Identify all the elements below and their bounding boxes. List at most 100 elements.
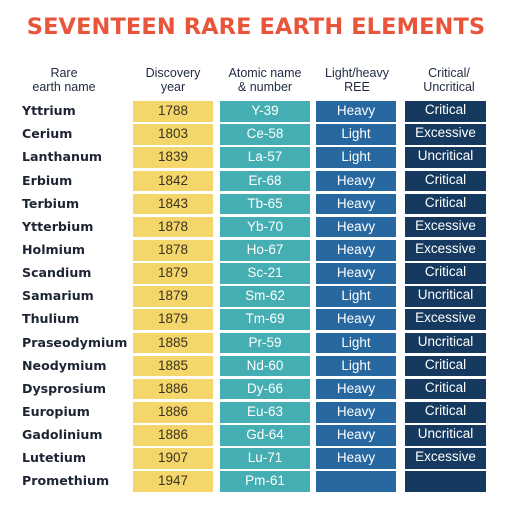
critical-status: Excessive: [405, 124, 486, 145]
critical-status: Excessive: [405, 240, 486, 261]
discovery-year: 1907: [133, 448, 213, 469]
table-row: Terbium 1843 Tb-65 Heavy Critical: [0, 193, 512, 216]
element-name: Lanthanum: [22, 149, 103, 165]
atomic-name-number: Yb-70: [220, 216, 310, 238]
table-row: Lanthanum 1839 La-57 Light Uncritical: [0, 146, 512, 169]
light-heavy: Heavy: [316, 193, 396, 215]
page-title: SEVENTEEN RARE EARTH ELEMENTS: [26, 14, 486, 40]
table-row: Dysprosium 1886 Dy-66 Heavy Critical: [0, 378, 512, 401]
critical-status: Critical: [405, 378, 486, 400]
element-name: Cerium: [22, 126, 73, 142]
discovery-year: 1842: [133, 170, 213, 192]
discovery-year: 1878: [133, 216, 213, 238]
critical-status: Critical: [405, 263, 486, 284]
light-heavy: Heavy: [316, 378, 396, 400]
atomic-name-number: Sm-62: [220, 286, 310, 307]
atomic-name-number: Eu-63: [220, 402, 310, 423]
light-heavy: Heavy: [316, 240, 396, 261]
table-row: Gadolinium 1886 Gd-64 Heavy Uncritical: [0, 424, 512, 447]
atomic-name-number: Er-68: [220, 170, 310, 192]
light-heavy: Light: [316, 332, 396, 354]
critical-status: Uncritical: [405, 332, 486, 354]
discovery-year: 1886: [133, 378, 213, 400]
table-row: Praseodymium 1885 Pr-59 Light Uncritical: [0, 331, 512, 354]
discovery-year: 1879: [133, 263, 213, 284]
header-crit-line1: Critical/: [428, 66, 470, 80]
atomic-name-number: Lu-71: [220, 448, 310, 469]
discovery-year: 1885: [133, 355, 213, 377]
light-heavy: Heavy: [316, 170, 396, 192]
light-heavy: Light: [316, 147, 396, 168]
light-heavy: Light: [316, 286, 396, 307]
table-row: Holmium 1878 Ho-67 Heavy Excessive: [0, 239, 512, 262]
element-name: Yttrium: [22, 103, 76, 119]
header-name-line1: Rare: [50, 66, 78, 80]
element-name: Neodymium: [22, 357, 107, 373]
table-row: Promethium 1947 Pm-61: [0, 470, 512, 493]
atomic-name-number: Ce-58: [220, 124, 310, 145]
critical-status: Critical: [405, 402, 486, 423]
header-discovery-year: Discovery year: [133, 62, 213, 98]
light-heavy: Heavy: [316, 448, 396, 469]
critical-status: Critical: [405, 170, 486, 192]
critical-status: Critical: [405, 355, 486, 377]
header-rare-earth-name: Rare earth name: [14, 62, 114, 98]
atomic-name-number: Nd-60: [220, 355, 310, 377]
discovery-year: 1878: [133, 240, 213, 261]
element-name: Promethium: [22, 473, 110, 489]
element-name: Ytterbium: [22, 218, 94, 234]
critical-status: Excessive: [405, 448, 486, 469]
light-heavy: Heavy: [316, 425, 396, 446]
element-name: Praseodymium: [22, 334, 128, 350]
header-year-line1: Discovery: [145, 66, 201, 80]
atomic-name-number: Pr-59: [220, 332, 310, 354]
element-name: Scandium: [22, 265, 92, 281]
table-row: Neodymium 1885 Nd-60 Light Critical: [0, 355, 512, 378]
atomic-name-number: La-57: [220, 147, 310, 168]
discovery-year: 1886: [133, 402, 213, 423]
light-heavy: Heavy: [316, 101, 396, 122]
element-name: Gadolinium: [22, 427, 103, 443]
element-name: Terbium: [22, 195, 80, 211]
header-critical-uncritical: Critical/ Uncritical: [404, 62, 494, 98]
header-atomic-name-number: Atomic name & number: [220, 62, 310, 98]
discovery-year: 1803: [133, 124, 213, 145]
element-name: Thulium: [22, 311, 80, 327]
light-heavy: Heavy: [316, 216, 396, 238]
discovery-year: 1879: [133, 309, 213, 330]
table-row: Thulium 1879 Tm-69 Heavy Excessive: [0, 308, 512, 331]
critical-status: Critical: [405, 101, 486, 122]
table-row: Europium 1886 Eu-63 Heavy Critical: [0, 401, 512, 424]
header-lh-line1: Light/heavy: [325, 66, 389, 80]
table-row: Scandium 1879 Sc-21 Heavy Critical: [0, 262, 512, 285]
header-year-line2: year: [160, 80, 186, 94]
light-heavy: Light: [316, 124, 396, 145]
element-name: Holmium: [22, 242, 86, 258]
atomic-name-number: Ho-67: [220, 240, 310, 261]
header-lh-line2: REE: [344, 80, 370, 94]
discovery-year: 1885: [133, 332, 213, 354]
element-name: Dysprosium: [22, 380, 106, 396]
atomic-name-number: Sc-21: [220, 263, 310, 284]
table-row: Erbium 1842 Er-68 Heavy Critical: [0, 169, 512, 192]
atomic-name-number: Tb-65: [220, 193, 310, 215]
atomic-name-number: Y-39: [220, 101, 310, 122]
discovery-year: 1788: [133, 101, 213, 122]
atomic-name-number: Pm-61: [220, 471, 310, 492]
critical-status: Excessive: [405, 216, 486, 238]
element-name: Samarium: [22, 288, 94, 304]
critical-status: Critical: [405, 193, 486, 215]
discovery-year: 1839: [133, 147, 213, 168]
light-heavy: Heavy: [316, 402, 396, 423]
element-name: Lutetium: [22, 450, 86, 466]
atomic-name-number: Gd-64: [220, 425, 310, 446]
atomic-name-number: Dy-66: [220, 378, 310, 400]
discovery-year: 1879: [133, 286, 213, 307]
critical-status: Uncritical: [405, 286, 486, 307]
atomic-name-number: Tm-69: [220, 309, 310, 330]
light-heavy: [316, 471, 396, 492]
table-row: Lutetium 1907 Lu-71 Heavy Excessive: [0, 447, 512, 470]
table-row: Cerium 1803 Ce-58 Light Excessive: [0, 123, 512, 146]
header-name-line2: earth name: [32, 80, 96, 94]
light-heavy: Heavy: [316, 309, 396, 330]
